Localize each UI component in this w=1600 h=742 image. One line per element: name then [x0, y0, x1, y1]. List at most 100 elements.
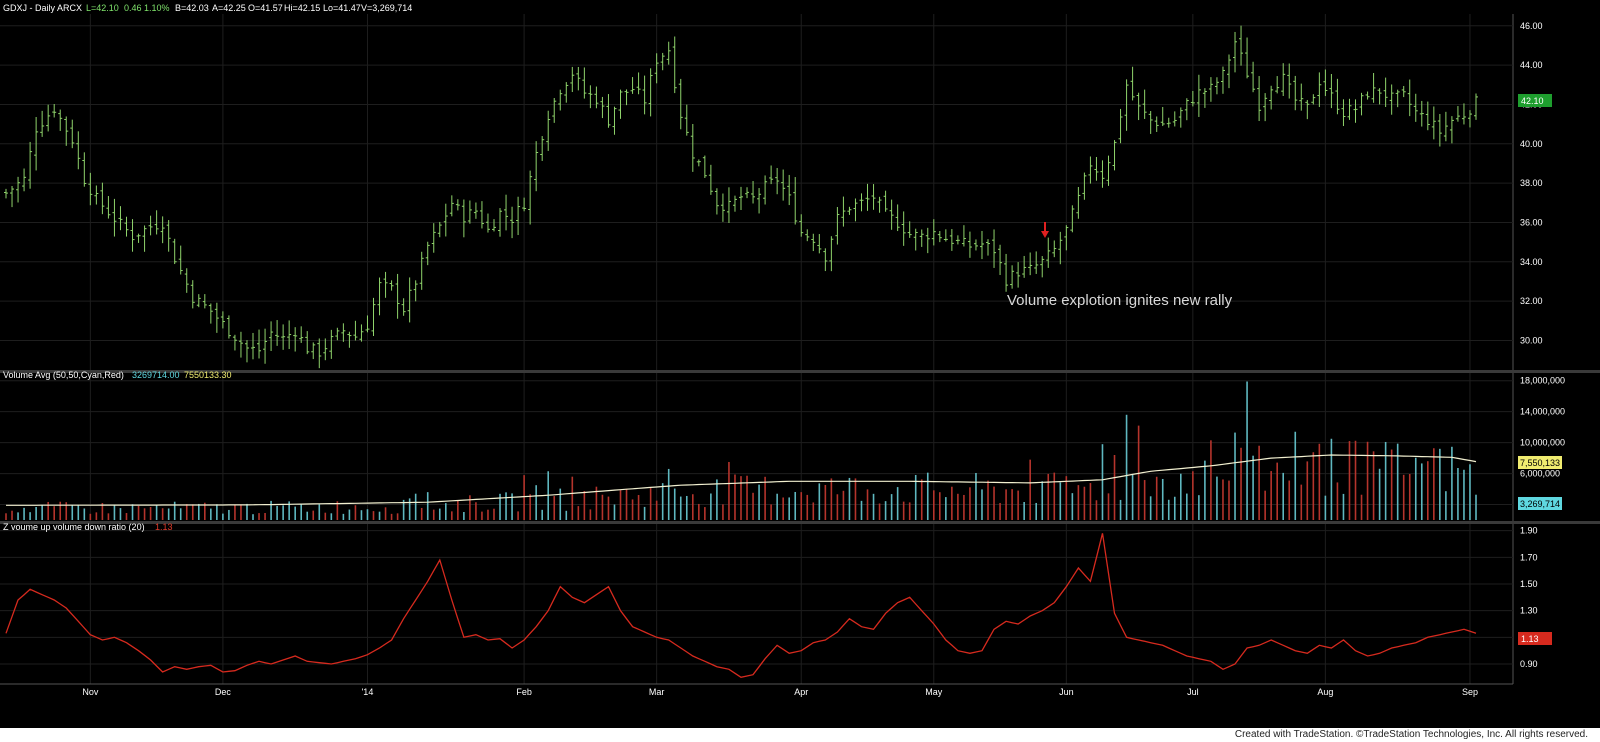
- price-bar: [1082, 172, 1087, 200]
- ratio-tick-label: 1.50: [1520, 579, 1538, 589]
- price-bar: [347, 331, 352, 348]
- price-bar: [1118, 108, 1123, 144]
- ratio-tick-label: 1.70: [1520, 552, 1538, 562]
- price-bar: [889, 199, 894, 230]
- price-bar: [299, 326, 304, 343]
- x-tick-label: May: [925, 687, 943, 697]
- x-tick-label: Feb: [516, 687, 532, 697]
- price-bar: [305, 331, 310, 355]
- open-label: O=41.57: [248, 3, 283, 13]
- price-bar: [1371, 72, 1376, 103]
- price-bar: [160, 216, 165, 244]
- price-bar: [1088, 156, 1093, 184]
- annotation-text: Volume explotion ignites new rally: [1007, 292, 1233, 309]
- price-bar: [142, 225, 147, 252]
- price-bar: [377, 277, 382, 316]
- price-bar: [648, 68, 653, 117]
- price-bar: [118, 206, 123, 231]
- price-bar: [341, 323, 346, 342]
- volume-tick-label: 14,000,000: [1520, 407, 1565, 417]
- price-bar: [973, 239, 978, 251]
- price-bar: [702, 155, 707, 179]
- x-tick-label: Nov: [82, 687, 99, 697]
- price-bar: [293, 327, 298, 352]
- price-bar: [943, 229, 948, 242]
- price-bar: [1226, 54, 1231, 89]
- price-bar: [600, 96, 605, 119]
- price-bar: [335, 327, 340, 341]
- price-bar: [961, 225, 966, 247]
- price-bar: [1202, 88, 1207, 108]
- price-bar: [877, 196, 882, 213]
- price-bar: [196, 294, 201, 308]
- separator-price-volume: [0, 370, 1600, 373]
- separator-volume-ratio: [0, 521, 1600, 524]
- price-bar: [154, 210, 159, 235]
- price-bar: [498, 208, 503, 237]
- price-bar: [1293, 75, 1298, 111]
- price-bar: [775, 167, 780, 195]
- x-tick-label: Jul: [1187, 687, 1199, 697]
- price-bar: [1347, 98, 1352, 120]
- price-bar: [1106, 155, 1111, 186]
- x-tick-label: '14: [362, 687, 374, 697]
- volume-header-label: Volume Avg (50,50,Cyan,Red): [3, 370, 124, 380]
- price-bar: [467, 200, 472, 224]
- price-bar: [841, 196, 846, 227]
- price-bar: [281, 324, 286, 350]
- price-bar: [992, 229, 997, 268]
- price-bar: [714, 188, 719, 215]
- price-bar: [88, 172, 93, 206]
- volume-header-value1: 3269714.00: [132, 370, 180, 380]
- change-pct-label: 1.10%: [144, 3, 170, 13]
- price-bar: [1136, 92, 1141, 121]
- price-bar: [1028, 252, 1033, 276]
- price-bar: [937, 231, 942, 243]
- price-bar: [70, 119, 75, 149]
- price-bar: [10, 185, 15, 208]
- price-bar: [1124, 79, 1129, 131]
- volume-header-value2: 7550133.30: [184, 370, 232, 380]
- price-bar: [636, 72, 641, 95]
- price-bar: [540, 136, 545, 161]
- price-bar: [431, 223, 436, 253]
- price-bar: [853, 198, 858, 222]
- price-bar: [1407, 79, 1412, 117]
- price-bar: [1112, 140, 1117, 171]
- symbol-label: GDXJ - Daily ARCX: [3, 3, 82, 13]
- price-bar: [311, 342, 316, 360]
- price-bar: [1214, 77, 1219, 95]
- price-bar: [630, 77, 635, 94]
- price-bar: [407, 277, 412, 323]
- price-bar: [582, 67, 587, 99]
- price-bar: [1058, 231, 1063, 265]
- price-bar: [1323, 69, 1328, 97]
- price-bar: [238, 331, 243, 358]
- price-bar: [823, 248, 828, 272]
- price-bar: [58, 109, 63, 131]
- price-bar: [226, 315, 231, 339]
- price-bar: [184, 268, 189, 293]
- price-bar: [522, 197, 527, 212]
- price-bar: [461, 199, 466, 238]
- price-tick-label: 34.00: [1520, 257, 1543, 267]
- price-bar: [504, 194, 509, 231]
- price-bar: [46, 104, 51, 132]
- price-bar: [1389, 84, 1394, 115]
- price-bar: [618, 89, 623, 119]
- price-bar: [1040, 256, 1045, 278]
- price-bar: [1245, 37, 1250, 79]
- price-bar: [214, 302, 219, 333]
- price-bar: [82, 152, 87, 187]
- price-bar: [491, 219, 496, 232]
- price-bar: [1100, 160, 1105, 188]
- price-bar: [901, 211, 906, 246]
- price-bar: [528, 170, 533, 225]
- x-tick-label: Jun: [1059, 687, 1074, 697]
- price-bar: [805, 229, 810, 242]
- price-bar: [949, 229, 954, 251]
- footer: Created with TradeStation. ©TradeStation…: [0, 728, 1600, 742]
- price-bar: [22, 168, 27, 192]
- price-bar: [925, 227, 930, 254]
